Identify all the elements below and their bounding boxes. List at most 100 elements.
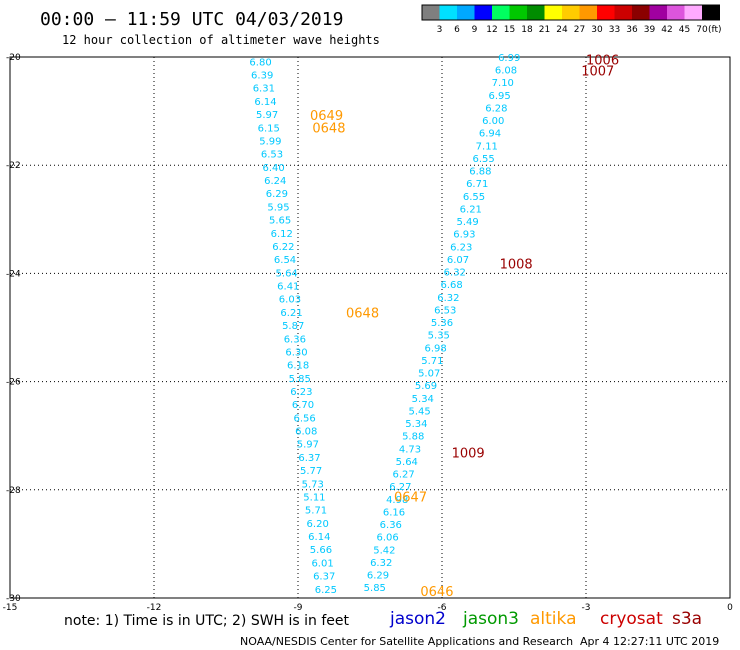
x-tick-label: -9 (294, 603, 303, 613)
colorbar-label: 45 (679, 25, 690, 35)
wave-height-value: 6.18 (287, 361, 309, 372)
wave-height-value: 6.28 (485, 103, 507, 114)
wave-height-value: 6.32 (444, 268, 466, 279)
wave-height-value: 6.98 (424, 343, 446, 354)
colorbar-swatch (492, 5, 510, 20)
wave-height-value: 5.71 (421, 356, 443, 367)
wave-height-value: 6.39 (251, 71, 273, 82)
wave-height-value: 5.97 (256, 110, 278, 121)
plot-frame (9, 56, 731, 599)
pass-time-label: 1008 (500, 258, 533, 273)
x-tick-label: -15 (3, 603, 18, 613)
colorbar-label: 70 (696, 25, 708, 35)
wave-height-value: 6.37 (298, 453, 320, 464)
wave-height-value: 6.53 (434, 305, 456, 316)
wave-height-value: 6.14 (254, 97, 276, 108)
wave-height-value: 5.45 (408, 406, 430, 417)
wave-height-value: 6.70 (292, 400, 314, 411)
wave-height-value: 5.87 (282, 321, 304, 332)
colorbar-label: 21 (539, 25, 550, 35)
footer-note: note: 1) Time is in UTC; 2) SWH is in fe… (64, 613, 350, 629)
wave-height-value: 6.22 (272, 242, 294, 253)
credit-text: NOAA/NESDIS Center for Satellite Applica… (240, 635, 573, 648)
colorbar-swatch (614, 5, 632, 20)
wave-height-value: 5.36 (431, 318, 453, 329)
wave-height-value: 5.35 (428, 331, 450, 342)
wave-height-value: 6.88 (469, 167, 491, 178)
mission-altika: altika (530, 609, 577, 629)
timestamp-text: Apr 4 12:27:11 UTC 2019 (580, 635, 719, 648)
wave-height-value: 5.88 (402, 432, 424, 443)
colorbar-swatch (422, 5, 440, 20)
wave-height-value: 5.34 (412, 394, 434, 405)
y-tick-label: -22 (6, 161, 21, 171)
mission-jason2: jason2 (389, 609, 446, 629)
wave-height-value: 6.08 (495, 66, 517, 77)
colorbar-unit: (ft) (708, 25, 722, 35)
mission-s3a: s3a (672, 609, 702, 629)
wave-height-value: 6.30 (285, 347, 307, 358)
wave-height-value: 7.10 (492, 78, 514, 89)
colorbar-swatch (527, 5, 545, 20)
colorbar-swatch (632, 5, 650, 20)
y-tick-label: -28 (6, 486, 21, 496)
mission-legend: jason2 jason3 altika cryosat s3a (389, 609, 702, 629)
y-tick-label: -26 (6, 378, 21, 388)
wave-height-value: 5.71 (305, 506, 327, 517)
wave-height-value: 6.32 (437, 293, 459, 304)
wave-height-value: 6.71 (466, 179, 488, 190)
colorbar-label: 42 (661, 25, 672, 35)
colorbar-label: 24 (556, 25, 568, 35)
colorbar-label: 18 (521, 25, 533, 35)
colorbar-swatch (544, 5, 562, 20)
wave-height-value: 5.42 (373, 545, 395, 556)
wave-height-value: 6.36 (380, 520, 402, 531)
wave-height-value: 6.00 (482, 116, 504, 127)
colorbar-swatch (457, 5, 475, 20)
y-tick-label: -30 (6, 594, 21, 604)
pass-time-label: 1006 (586, 54, 619, 69)
wave-height-value: 6.16 (383, 507, 405, 518)
pass-time-label: 0649 (310, 109, 343, 124)
colorbar-swatch (684, 5, 702, 20)
wave-height-value: 5.34 (405, 419, 427, 430)
colorbar-label: 3 (437, 25, 443, 35)
wave-height-value: 5.85 (364, 583, 386, 594)
wave-height-value: 6.25 (315, 585, 337, 596)
plot-area: -15 -12 -9 -6 -3 0-20-22-24-26-28-306.806.396… (3, 53, 733, 613)
x-tick-label: -12 (147, 603, 162, 613)
chart-subtitle: 12 hour collection of altimeter wave hei… (62, 33, 380, 47)
pass-time-label: 0648 (346, 306, 379, 321)
colorbar-label: 39 (644, 25, 656, 35)
x-tick-label: -6 (438, 603, 447, 613)
wave-height-value: 5.07 (418, 369, 440, 380)
wave-height-value: 6.06 (376, 533, 398, 544)
wave-height-value: 7.11 (476, 141, 498, 152)
y-tick-label: -20 (6, 53, 21, 63)
wave-height-value: 5.85 (289, 374, 311, 385)
wave-height-value: 6.80 (249, 57, 271, 68)
wave-height-value: 6.14 (308, 532, 330, 543)
wave-height-value: 6.20 (307, 519, 329, 530)
wave-height-value: 6.93 (453, 230, 475, 241)
colorbar-label: 33 (609, 25, 620, 35)
wave-height-value: 4.98 (386, 495, 408, 506)
wave-height-value: 6.68 (440, 280, 462, 291)
wave-height-value: 6.94 (479, 129, 501, 140)
colorbar-label: 15 (504, 25, 515, 35)
wave-height-value: 6.99 (498, 53, 520, 64)
pass-time-label: 0648 (312, 121, 345, 136)
wave-height-value: 5.95 (267, 202, 289, 213)
colorbar-frame (421, 4, 720, 21)
colorbar-swatch (579, 5, 597, 20)
wave-height-value: 6.56 (293, 413, 315, 424)
x-tick-label: 0 (727, 603, 733, 613)
wave-height-value: 6.23 (290, 387, 312, 398)
wave-height-value: 4.73 (399, 444, 421, 455)
wave-height-value: 6.55 (463, 192, 485, 203)
colorbar-swatch (562, 5, 580, 20)
colorbar-label: 9 (472, 25, 478, 35)
wave-height-value: 6.55 (472, 154, 494, 165)
wave-height-value: 6.37 (313, 572, 335, 583)
